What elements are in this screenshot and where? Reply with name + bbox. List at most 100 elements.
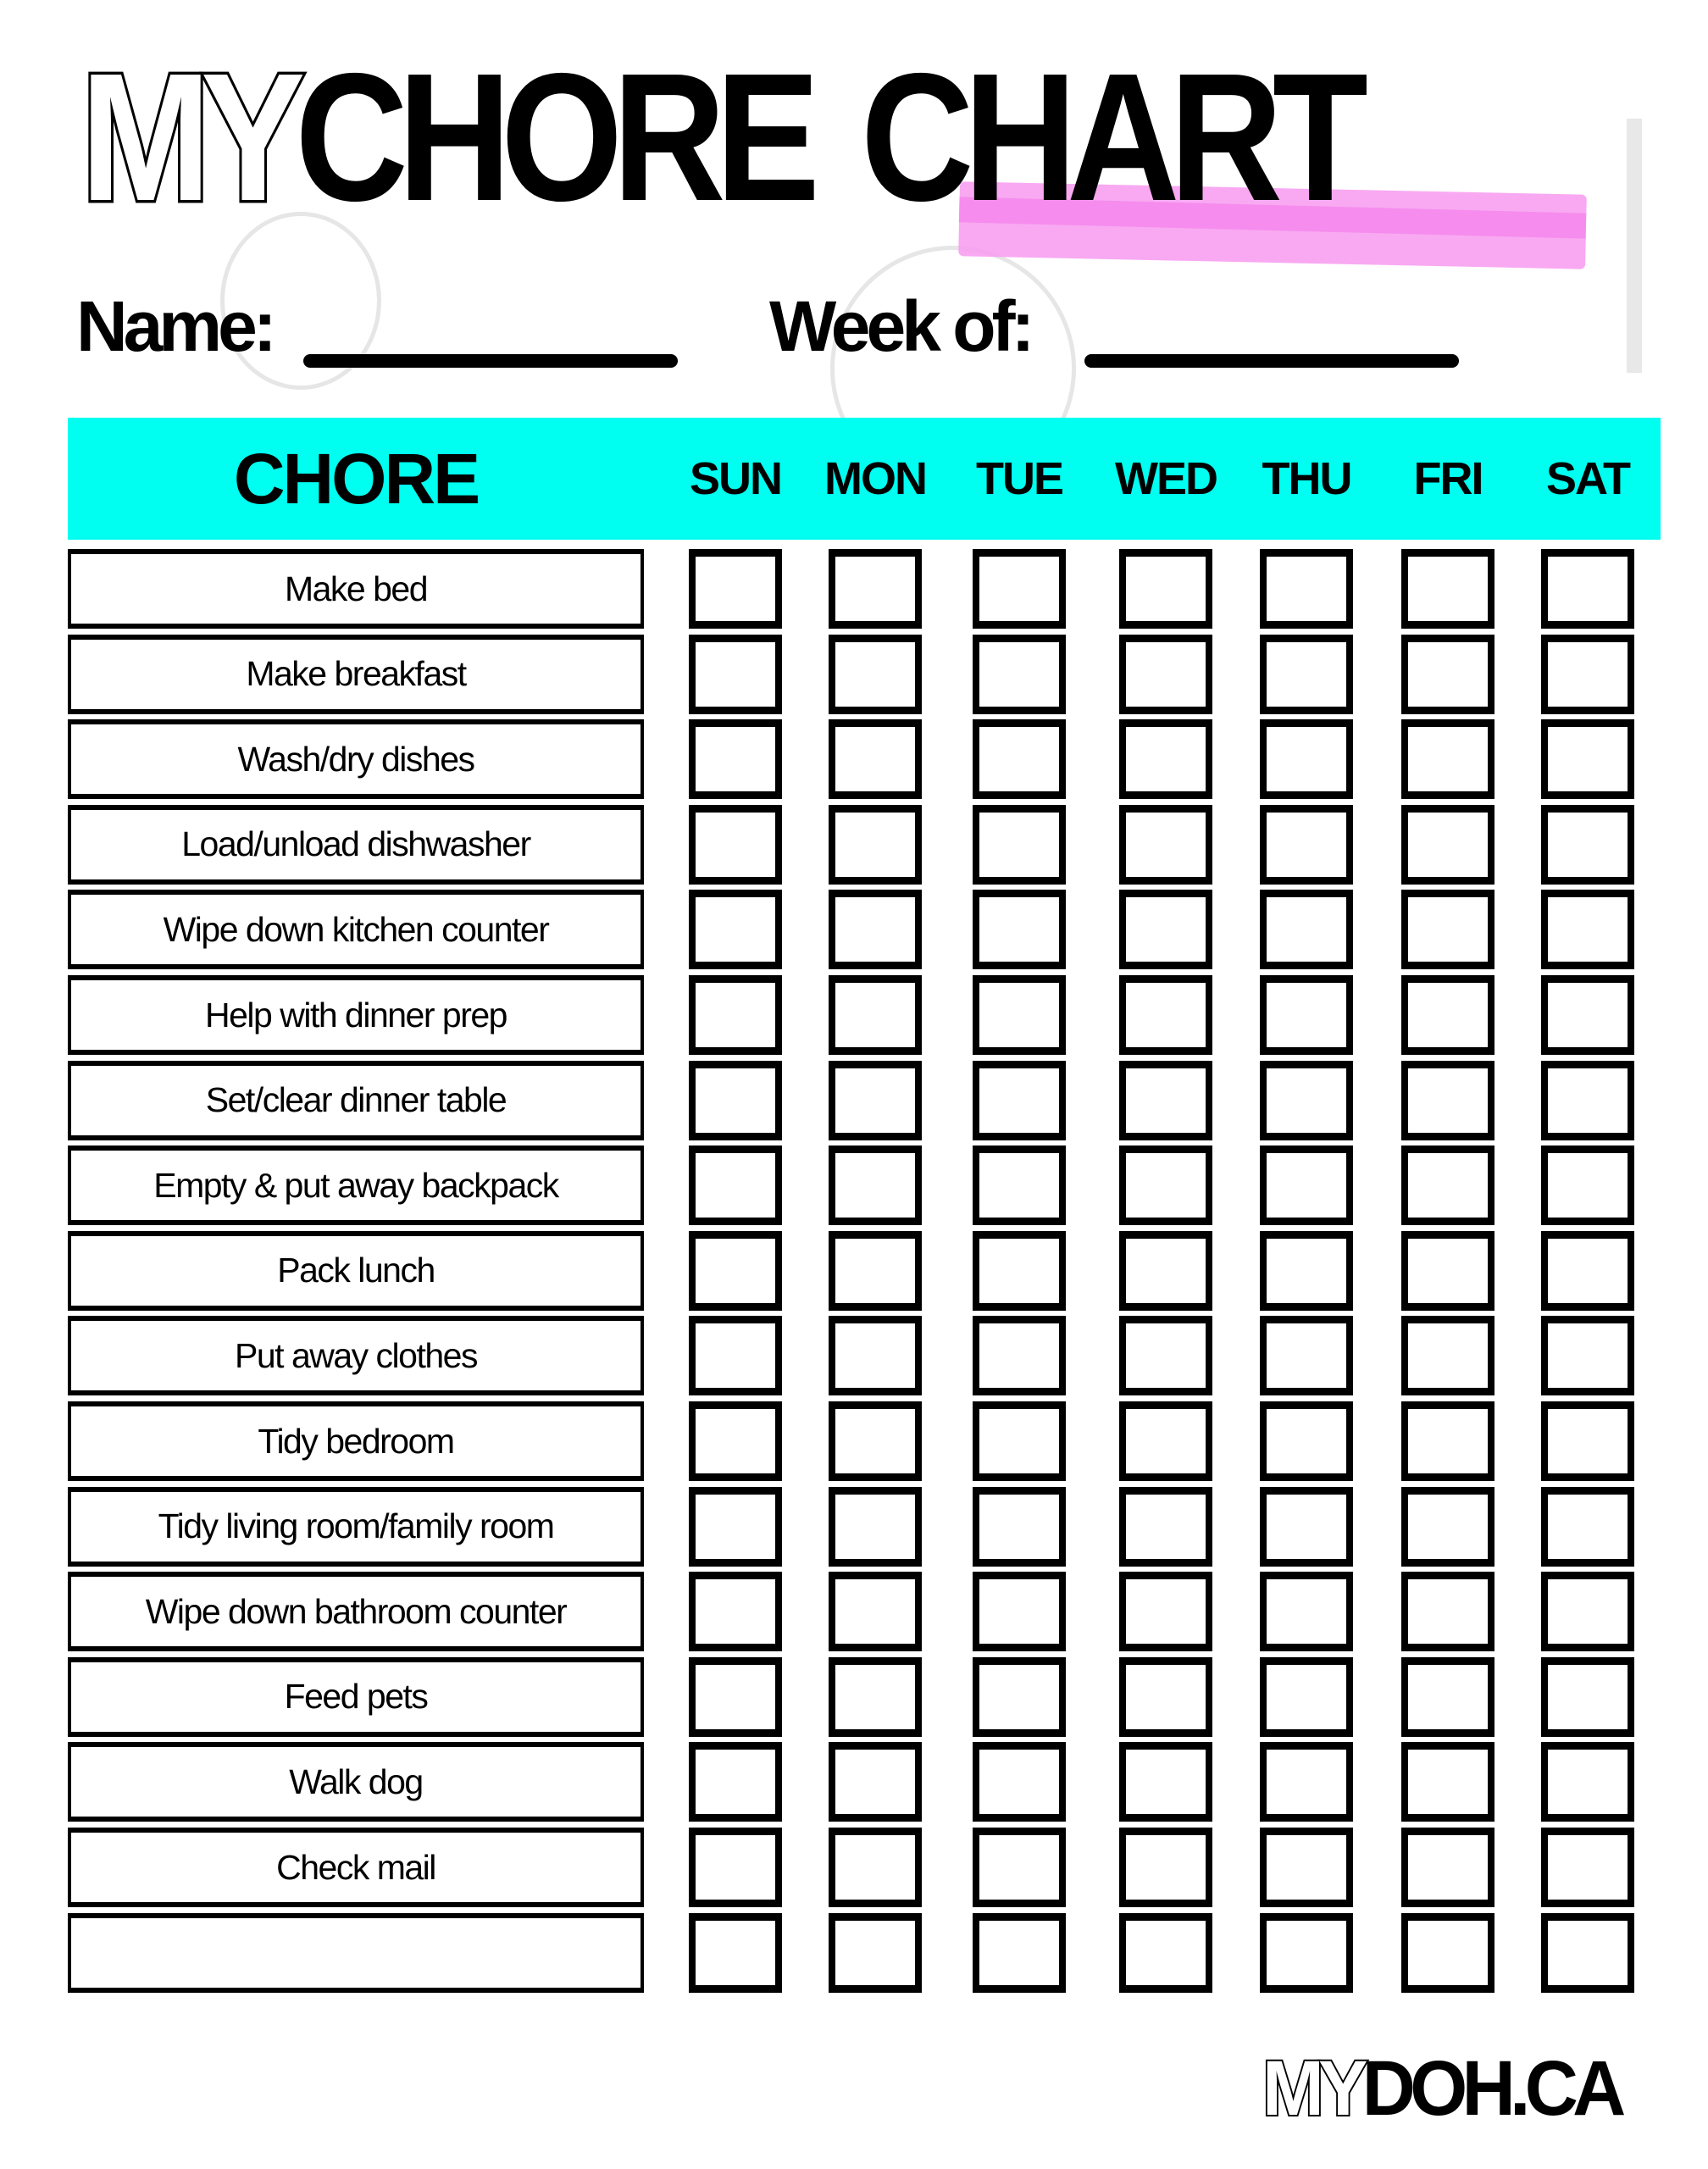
checkbox-mon[interactable] [829, 1316, 922, 1396]
checkbox-sat[interactable] [1541, 634, 1634, 714]
checkbox-sun[interactable] [689, 890, 782, 970]
checkbox-thu[interactable] [1260, 1230, 1353, 1311]
checkbox-sun[interactable] [689, 1742, 782, 1822]
checkbox-fri[interactable] [1401, 1742, 1494, 1822]
checkbox-thu[interactable] [1260, 719, 1353, 800]
checkbox-tue[interactable] [973, 975, 1066, 1055]
checkbox-tue[interactable] [973, 549, 1066, 629]
checkbox-sat[interactable] [1541, 890, 1634, 970]
checkbox-mon[interactable] [829, 1828, 922, 1907]
checkbox-mon[interactable] [829, 1486, 922, 1567]
checkbox-tue[interactable] [973, 1316, 1066, 1396]
checkbox-sat[interactable] [1541, 1401, 1634, 1481]
checkbox-tue[interactable] [973, 804, 1066, 885]
checkbox-mon[interactable] [829, 890, 922, 970]
checkbox-thu[interactable] [1260, 1742, 1353, 1822]
checkbox-fri[interactable] [1401, 975, 1494, 1055]
checkbox-fri[interactable] [1401, 1486, 1494, 1567]
checkbox-mon[interactable] [829, 1742, 922, 1822]
checkbox-sun[interactable] [689, 804, 782, 885]
checkbox-thu[interactable] [1260, 1060, 1353, 1140]
checkbox-fri[interactable] [1401, 1912, 1494, 1993]
checkbox-fri[interactable] [1401, 1146, 1494, 1226]
checkbox-tue[interactable] [973, 890, 1066, 970]
checkbox-thu[interactable] [1260, 1316, 1353, 1396]
checkbox-sun[interactable] [689, 1401, 782, 1481]
checkbox-sat[interactable] [1541, 1828, 1634, 1907]
checkbox-wed[interactable] [1119, 1828, 1212, 1907]
checkbox-wed[interactable] [1119, 1316, 1212, 1396]
checkbox-sat[interactable] [1541, 1742, 1634, 1822]
week-of-input-line[interactable] [1084, 354, 1459, 368]
checkbox-thu[interactable] [1260, 549, 1353, 629]
checkbox-tue[interactable] [973, 1060, 1066, 1140]
checkbox-fri[interactable] [1401, 549, 1494, 629]
checkbox-thu[interactable] [1260, 804, 1353, 885]
checkbox-thu[interactable] [1260, 1146, 1353, 1226]
checkbox-mon[interactable] [829, 1656, 922, 1737]
checkbox-sat[interactable] [1541, 719, 1634, 800]
checkbox-sat[interactable] [1541, 1912, 1634, 1993]
checkbox-thu[interactable] [1260, 1401, 1353, 1481]
checkbox-thu[interactable] [1260, 890, 1353, 970]
checkbox-tue[interactable] [973, 1656, 1066, 1737]
checkbox-sun[interactable] [689, 1656, 782, 1737]
checkbox-thu[interactable] [1260, 1656, 1353, 1737]
checkbox-fri[interactable] [1401, 1230, 1494, 1311]
checkbox-wed[interactable] [1119, 549, 1212, 629]
checkbox-wed[interactable] [1119, 1742, 1212, 1822]
checkbox-sun[interactable] [689, 719, 782, 800]
checkbox-fri[interactable] [1401, 1401, 1494, 1481]
checkbox-sat[interactable] [1541, 1316, 1634, 1396]
checkbox-tue[interactable] [973, 1572, 1066, 1652]
checkbox-wed[interactable] [1119, 1401, 1212, 1481]
checkbox-wed[interactable] [1119, 1146, 1212, 1226]
checkbox-mon[interactable] [829, 804, 922, 885]
checkbox-sun[interactable] [689, 1572, 782, 1652]
checkbox-tue[interactable] [973, 1401, 1066, 1481]
checkbox-fri[interactable] [1401, 890, 1494, 970]
checkbox-wed[interactable] [1119, 804, 1212, 885]
checkbox-sun[interactable] [689, 1146, 782, 1226]
checkbox-wed[interactable] [1119, 1656, 1212, 1737]
checkbox-mon[interactable] [829, 1572, 922, 1652]
checkbox-tue[interactable] [973, 1912, 1066, 1993]
checkbox-wed[interactable] [1119, 1060, 1212, 1140]
checkbox-sun[interactable] [689, 1912, 782, 1993]
checkbox-sun[interactable] [689, 975, 782, 1055]
checkbox-sat[interactable] [1541, 1656, 1634, 1737]
checkbox-mon[interactable] [829, 719, 922, 800]
checkbox-wed[interactable] [1119, 1912, 1212, 1993]
checkbox-sun[interactable] [689, 634, 782, 714]
checkbox-wed[interactable] [1119, 634, 1212, 714]
checkbox-sun[interactable] [689, 549, 782, 629]
checkbox-thu[interactable] [1260, 1912, 1353, 1993]
checkbox-sun[interactable] [689, 1828, 782, 1907]
checkbox-sat[interactable] [1541, 1230, 1634, 1311]
checkbox-sun[interactable] [689, 1486, 782, 1567]
checkbox-tue[interactable] [973, 1486, 1066, 1567]
checkbox-tue[interactable] [973, 1230, 1066, 1311]
checkbox-sat[interactable] [1541, 1486, 1634, 1567]
checkbox-tue[interactable] [973, 1146, 1066, 1226]
checkbox-tue[interactable] [973, 1742, 1066, 1822]
checkbox-mon[interactable] [829, 1146, 922, 1226]
checkbox-fri[interactable] [1401, 1316, 1494, 1396]
checkbox-fri[interactable] [1401, 1572, 1494, 1652]
checkbox-sun[interactable] [689, 1230, 782, 1311]
checkbox-fri[interactable] [1401, 1060, 1494, 1140]
checkbox-fri[interactable] [1401, 719, 1494, 800]
checkbox-mon[interactable] [829, 975, 922, 1055]
checkbox-thu[interactable] [1260, 1828, 1353, 1907]
checkbox-mon[interactable] [829, 1401, 922, 1481]
checkbox-sat[interactable] [1541, 549, 1634, 629]
checkbox-tue[interactable] [973, 634, 1066, 714]
checkbox-sun[interactable] [689, 1060, 782, 1140]
checkbox-tue[interactable] [973, 1828, 1066, 1907]
checkbox-wed[interactable] [1119, 719, 1212, 800]
checkbox-fri[interactable] [1401, 634, 1494, 714]
checkbox-wed[interactable] [1119, 975, 1212, 1055]
checkbox-mon[interactable] [829, 1912, 922, 1993]
checkbox-wed[interactable] [1119, 1572, 1212, 1652]
checkbox-thu[interactable] [1260, 975, 1353, 1055]
